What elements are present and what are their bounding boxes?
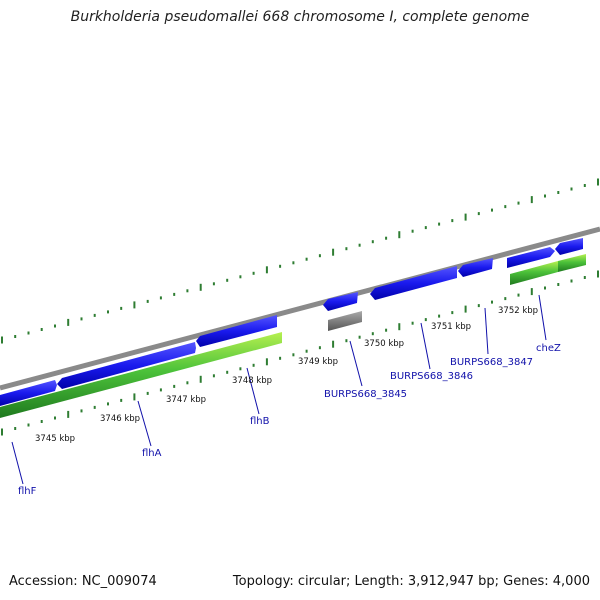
gene-label-cheZ: cheZ bbox=[536, 343, 561, 354]
pseudogene-bar bbox=[328, 311, 362, 331]
gene-name-labels: flhF flhA flhB BURPS668_3845 BURPS668_38… bbox=[18, 343, 561, 497]
cds-arrow-flhF bbox=[0, 380, 57, 406]
cds-arrow-cheZ-1 bbox=[507, 247, 555, 268]
leader-flhA bbox=[137, 400, 152, 447]
accession-label: Accession: NC_009074 bbox=[9, 574, 157, 589]
map-title: Burkholderia pseudomallei 668 chromosome… bbox=[70, 9, 530, 25]
gene-label-flhF: flhF bbox=[18, 486, 37, 497]
leader-BURPS668_3847 bbox=[484, 307, 489, 355]
leader-BURPS668_3846 bbox=[420, 322, 431, 370]
label-leaders bbox=[11, 294, 547, 485]
cds-track bbox=[0, 238, 583, 406]
gene-label-flhB: flhB bbox=[250, 416, 270, 427]
gene-bar-cheZ-2 bbox=[558, 254, 586, 272]
cds-arrow-BURPS668_3847 bbox=[458, 258, 493, 277]
kbp-scale-labels: 3745 kbp 3746 kbp 3747 kbp 3748 kbp 3749… bbox=[35, 306, 538, 444]
cds-arrow-cheZ-2 bbox=[555, 238, 583, 255]
kbp-label: 3750 kbp bbox=[364, 339, 404, 349]
cds-arrow-BURPS668_3846 bbox=[370, 266, 457, 300]
kbp-label: 3747 kbp bbox=[166, 395, 206, 405]
cds-arrow-BURPS668_3845 bbox=[323, 292, 358, 311]
kbp-label: 3751 kbp bbox=[431, 322, 471, 332]
leader-BURPS668_3845 bbox=[349, 340, 363, 387]
gene-label-BURPS668_3845: BURPS668_3845 bbox=[324, 389, 407, 400]
kbp-label: 3749 kbp bbox=[298, 357, 338, 367]
outer-tick-ring bbox=[1, 178, 599, 344]
gene-label-BURPS668_3846: BURPS668_3846 bbox=[390, 371, 473, 382]
kbp-label: 3748 kbp bbox=[232, 376, 272, 386]
chromosome-backbone bbox=[0, 226, 600, 391]
cds-arrow-flhB bbox=[196, 315, 277, 347]
inner-tick-ring bbox=[1, 270, 599, 436]
kbp-label: 3745 kbp bbox=[35, 434, 75, 444]
leader-cheZ bbox=[538, 294, 547, 341]
leader-flhF bbox=[11, 441, 24, 485]
gene-bar-cheZ-1 bbox=[510, 261, 558, 285]
topology-summary-label: Topology: circular; Length: 3,912,947 bp… bbox=[232, 574, 590, 589]
gene-label-flhA: flhA bbox=[142, 448, 162, 459]
kbp-label: 3746 kbp bbox=[100, 414, 140, 424]
kbp-label: 3752 kbp bbox=[498, 306, 538, 316]
leader-flhB bbox=[246, 367, 260, 415]
gene-label-BURPS668_3847: BURPS668_3847 bbox=[450, 357, 533, 368]
gene-track-flhF-flhA bbox=[0, 332, 282, 418]
cds-arrow-flhA bbox=[57, 342, 196, 389]
